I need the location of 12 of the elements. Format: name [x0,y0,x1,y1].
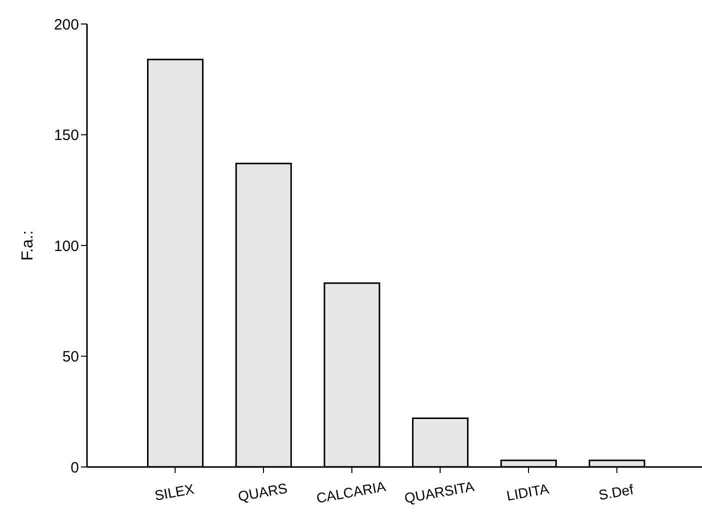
x-tick-label: S.Def [597,481,635,503]
x-tick-label: LIDITA [505,480,551,504]
x-tick-label: CALCARIA [315,478,388,506]
x-tick-label: QUARS [236,480,289,504]
y-axis-title: F.a.: [20,230,37,261]
y-tick-label: 150 [54,127,79,144]
y-tick-label: 100 [54,238,79,255]
y-tick-label: 50 [62,348,79,366]
y-tick-label: 200 [54,16,79,34]
x-tick-label: SILEX [153,480,196,504]
y-tick-label: 0 [70,459,79,476]
x-tick-label: QUARSITA [403,478,476,506]
